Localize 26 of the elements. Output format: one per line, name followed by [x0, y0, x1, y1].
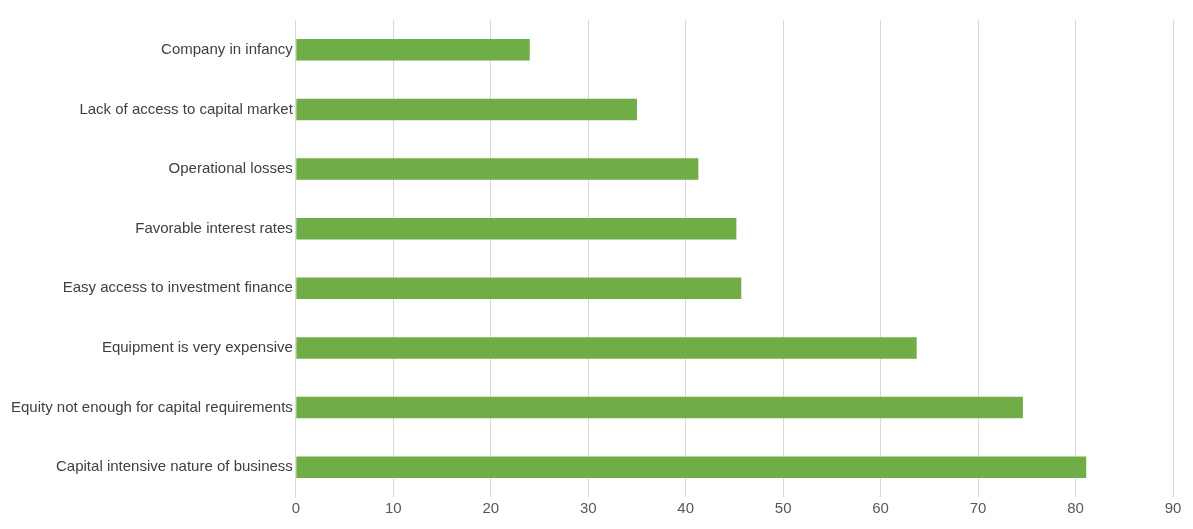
bar [296, 277, 742, 300]
x-tick-label: 30 [579, 499, 597, 517]
bar [296, 456, 1087, 478]
x-tick-label: 50 [774, 499, 792, 517]
x-tick-label: 80 [1067, 499, 1084, 517]
x-tick-label: 20 [482, 499, 500, 517]
y-tick-label: Operational losses [168, 159, 293, 177]
bar [296, 217, 737, 240]
x-tick-label: 90 [1164, 499, 1182, 517]
bar [296, 337, 917, 359]
y-tick-label: Easy access to investment finance [62, 278, 293, 296]
x-tick-label: 40 [677, 499, 695, 517]
y-tick-label: Favorable interest rates [135, 218, 293, 236]
y-tick-label: Equipment is very expensive [101, 338, 293, 356]
bar [296, 396, 1023, 419]
x-tick-label: 10 [384, 499, 402, 517]
x-tick-label: 70 [969, 499, 987, 517]
bar [296, 158, 699, 180]
y-tick-label: Equity not enough for capital requirements [10, 397, 293, 415]
y-tick-label: Capital intensive nature of business [56, 457, 293, 475]
bar [296, 98, 637, 121]
x-tick-label: 60 [872, 499, 889, 517]
x-tick-label: 0 [291, 499, 301, 517]
y-tick-label: Lack of access to capital market [79, 99, 294, 117]
bar [296, 39, 530, 61]
y-tick-label: Company in infancy [161, 39, 294, 57]
